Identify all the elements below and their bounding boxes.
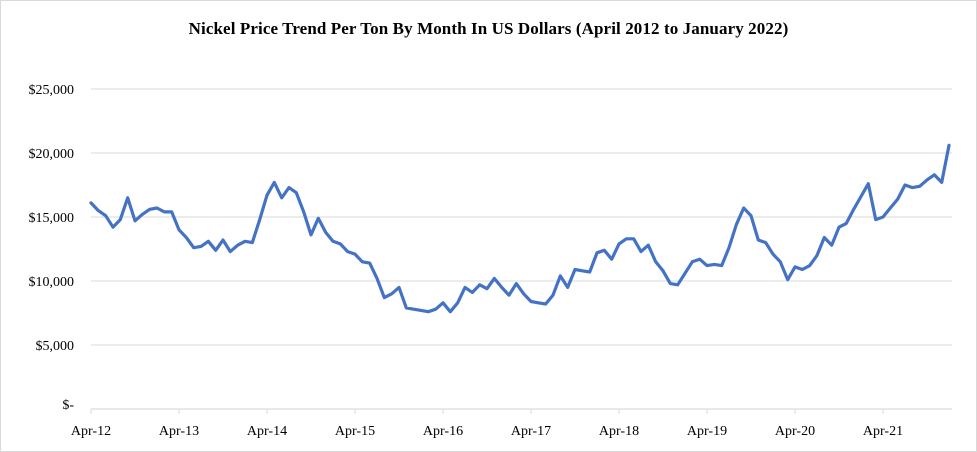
x-tick-label: Apr-20 bbox=[775, 424, 815, 439]
x-tick-label: Apr-18 bbox=[599, 424, 639, 439]
y-tick-label: $25,000 bbox=[29, 83, 75, 98]
y-axis: $- $5,000 $10,000 $15,000 $20,000 $25,000 bbox=[29, 83, 75, 413]
y-tick-label: $10,000 bbox=[29, 275, 75, 290]
nickel-price-line bbox=[89, 143, 951, 314]
x-tick-label: Apr-12 bbox=[71, 424, 111, 439]
x-tick-label: Apr-15 bbox=[335, 424, 375, 439]
y-tick-label: $- bbox=[62, 398, 74, 413]
x-tick-label: Apr-16 bbox=[423, 424, 463, 439]
gridlines bbox=[91, 88, 952, 410]
y-tick-label: $15,000 bbox=[29, 211, 75, 226]
x-tick-label: Apr-19 bbox=[687, 424, 727, 439]
x-tick-label: Apr-14 bbox=[247, 424, 287, 439]
y-tick-label: $20,000 bbox=[29, 147, 75, 162]
x-axis: Apr-12 Apr-13 Apr-14 Apr-15 Apr-16 Apr-17 Apr-… bbox=[71, 409, 903, 439]
x-tick-label: Apr-13 bbox=[159, 424, 199, 439]
y-tick-label: $5,000 bbox=[36, 339, 75, 354]
chart-title: Nickel Price Trend Per Ton By Month In U… bbox=[188, 19, 789, 38]
x-tick-label: Apr-17 bbox=[511, 424, 551, 439]
x-tick-label: Apr-21 bbox=[863, 424, 903, 439]
